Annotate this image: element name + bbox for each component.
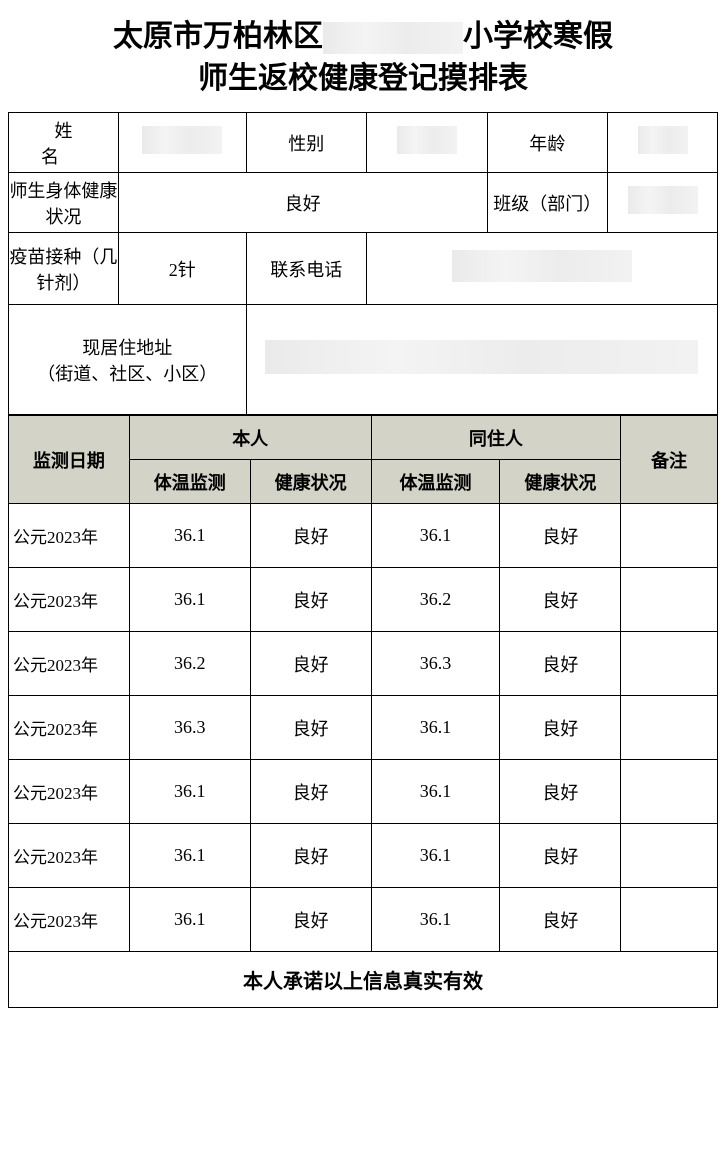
title-part2: 师生返校健康登记摸排表 — [198, 62, 528, 95]
date-cell: 公元2023年 — [9, 760, 130, 824]
date-cell: 公元2023年 — [9, 888, 130, 952]
name-value — [118, 113, 246, 173]
date-cell: 公元2023年 — [9, 632, 130, 696]
table-row: 公元2023年36.2良好36.3良好 — [9, 632, 718, 696]
col-cohab: 同住人 — [371, 416, 621, 460]
title-part1b: 小学校寒假 — [463, 20, 613, 53]
cohab-status-cell: 良好 — [500, 696, 621, 760]
self-temp-cell: 36.3 — [129, 696, 250, 760]
cohab-temp-cell: 36.1 — [371, 760, 500, 824]
cohab-status-cell: 良好 — [500, 760, 621, 824]
info-row-1: 姓名 性别 年龄 — [9, 113, 718, 173]
col-self-temp: 体温监测 — [129, 460, 250, 504]
self-temp-cell: 36.1 — [129, 824, 250, 888]
name-label: 姓名 — [9, 113, 119, 173]
phone-value — [367, 233, 718, 305]
table-row: 公元2023年36.1良好36.2良好 — [9, 568, 718, 632]
self-status-cell: 良好 — [250, 760, 371, 824]
monitor-table: 监测日期 本人 同住人 备注 体温监测 健康状况 体温监测 健康状况 公元202… — [8, 415, 718, 1008]
date-cell: 公元2023年 — [9, 696, 130, 760]
age-label: 年龄 — [487, 113, 608, 173]
title-redacted — [323, 22, 463, 54]
cohab-temp-cell: 36.1 — [371, 824, 500, 888]
health-value: 良好 — [118, 173, 487, 233]
remark-cell — [621, 888, 718, 952]
health-label: 师生身体健康状况 — [9, 173, 119, 233]
remark-cell — [621, 632, 718, 696]
cohab-temp-cell: 36.1 — [371, 888, 500, 952]
self-status-cell: 良好 — [250, 568, 371, 632]
cohab-temp-cell: 36.2 — [371, 568, 500, 632]
vaccine-label: 疫苗接种（几针剂） — [9, 233, 119, 305]
self-status-cell: 良好 — [250, 888, 371, 952]
self-status-cell: 良好 — [250, 504, 371, 568]
table-row: 公元2023年36.1良好36.1良好 — [9, 824, 718, 888]
info-row-2: 师生身体健康状况 良好 班级（部门） — [9, 173, 718, 233]
remark-cell — [621, 760, 718, 824]
self-status-cell: 良好 — [250, 632, 371, 696]
date-cell: 公元2023年 — [9, 568, 130, 632]
address-label: 现居住地址 （街道、社区、小区） — [9, 305, 247, 415]
cohab-status-cell: 良好 — [500, 632, 621, 696]
age-value — [608, 113, 718, 173]
cohab-temp-cell: 36.3 — [371, 632, 500, 696]
table-row: 公元2023年36.1良好36.1良好 — [9, 504, 718, 568]
date-cell: 公元2023年 — [9, 504, 130, 568]
class-label: 班级（部门） — [487, 173, 608, 233]
remark-cell — [621, 824, 718, 888]
cohab-status-cell: 良好 — [500, 888, 621, 952]
phone-label: 联系电话 — [246, 233, 367, 305]
cohab-status-cell: 良好 — [500, 504, 621, 568]
gender-label: 性别 — [246, 113, 367, 173]
table-row: 公元2023年36.1良好36.1良好 — [9, 760, 718, 824]
col-cohab-status: 健康状况 — [500, 460, 621, 504]
self-temp-cell: 36.1 — [129, 888, 250, 952]
info-table: 姓名 性别 年龄 师生身体健康状况 良好 班级（部门） 疫苗接种（几针剂） 2针… — [8, 112, 718, 415]
self-temp-cell: 36.1 — [129, 504, 250, 568]
info-row-3: 疫苗接种（几针剂） 2针 联系电话 — [9, 233, 718, 305]
col-remark: 备注 — [621, 416, 718, 504]
vaccine-value: 2针 — [118, 233, 246, 305]
cohab-status-cell: 良好 — [500, 568, 621, 632]
remark-cell — [621, 696, 718, 760]
remark-cell — [621, 568, 718, 632]
col-self: 本人 — [129, 416, 371, 460]
col-date: 监测日期 — [9, 416, 130, 504]
monitor-header-row-1: 监测日期 本人 同住人 备注 — [9, 416, 718, 460]
col-cohab-temp: 体温监测 — [371, 460, 500, 504]
col-self-status: 健康状况 — [250, 460, 371, 504]
info-row-4: 现居住地址 （街道、社区、小区） — [9, 305, 718, 415]
self-temp-cell: 36.1 — [129, 760, 250, 824]
cohab-status-cell: 良好 — [500, 824, 621, 888]
cohab-temp-cell: 36.1 — [371, 504, 500, 568]
self-temp-cell: 36.1 — [129, 568, 250, 632]
table-row: 公元2023年36.3良好36.1良好 — [9, 696, 718, 760]
self-temp-cell: 36.2 — [129, 632, 250, 696]
self-status-cell: 良好 — [250, 696, 371, 760]
table-row: 公元2023年36.1良好36.1良好 — [9, 888, 718, 952]
remark-cell — [621, 504, 718, 568]
promise-text: 本人承诺以上信息真实有效 — [9, 952, 718, 1008]
gender-value — [367, 113, 488, 173]
self-status-cell: 良好 — [250, 824, 371, 888]
date-cell: 公元2023年 — [9, 824, 130, 888]
class-value — [608, 173, 718, 233]
page-title: 太原市万柏林区 小学校寒假 师生返校健康登记摸排表 — [8, 8, 718, 112]
cohab-temp-cell: 36.1 — [371, 696, 500, 760]
address-value — [246, 305, 718, 415]
title-part1: 太原市万柏林区 — [113, 20, 323, 53]
promise-row: 本人承诺以上信息真实有效 — [9, 952, 718, 1008]
